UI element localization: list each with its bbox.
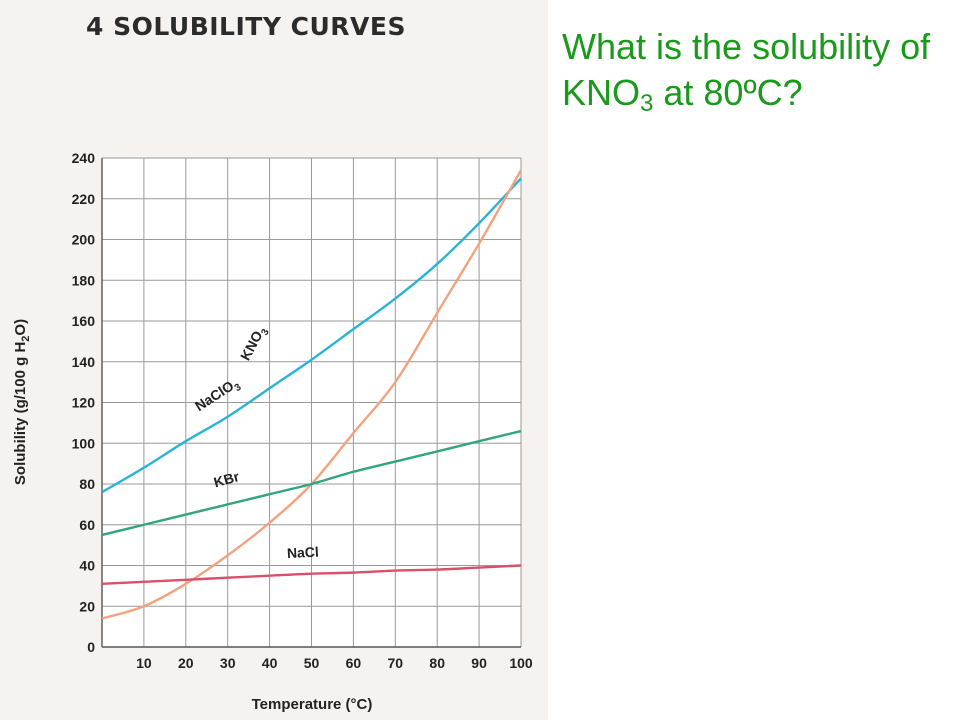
chart-curves — [101, 169, 523, 620]
series-label-text: KBr — [212, 468, 241, 490]
x-tick-label: 90 — [471, 655, 487, 671]
series-label-nacl: NaCl — [287, 544, 320, 562]
y-tick-label: 160 — [72, 313, 96, 329]
series-label-kbr: KBr — [212, 468, 241, 490]
x-axis-label: Temperature (°C) — [252, 696, 373, 713]
chart-grid — [101, 157, 522, 648]
x-tick-label: 70 — [388, 655, 404, 671]
y-axis-label-subscript: 2 — [20, 336, 32, 342]
y-tick-label: 140 — [72, 354, 96, 370]
x-tick-label: 20 — [178, 655, 194, 671]
y-axis-label-part: O) — [12, 319, 29, 336]
y-tick-label: 40 — [79, 558, 95, 574]
series-line-naclo3 — [101, 177, 522, 494]
y-tick-label: 100 — [72, 435, 96, 451]
y-tick-label: 80 — [79, 476, 95, 492]
y-tick-label: 220 — [72, 191, 96, 207]
question-text-part: at 80ºC? — [653, 72, 803, 113]
y-tick-label: 180 — [72, 272, 96, 288]
question-subscript: 3 — [640, 90, 654, 117]
x-tick-label: 30 — [220, 655, 236, 671]
y-axis-label-part: Solubility (g/100 g H — [12, 342, 29, 485]
x-tick-label: 80 — [429, 655, 445, 671]
series-line-kno3 — [101, 169, 523, 620]
series-label-subscript: 3 — [259, 327, 272, 337]
y-tick-label: 200 — [72, 232, 96, 248]
series-line-nacl — [101, 564, 522, 586]
x-tick-label: 10 — [136, 655, 152, 671]
series-line-kbr — [101, 429, 522, 537]
series-label-text: NaCl — [287, 544, 320, 562]
x-tick-label: 40 — [262, 655, 278, 671]
y-tick-label: 0 — [87, 639, 95, 655]
y-axis-label: Solubility (g/100 g H2O) — [12, 319, 32, 485]
y-tick-label: 60 — [79, 517, 95, 533]
x-tick-label: 60 — [346, 655, 362, 671]
x-tick-label: 50 — [304, 655, 320, 671]
question-text: What is the solubility of KNO3 at 80ºC? — [562, 24, 954, 116]
chart-title: 4 SOLUBILITY CURVES — [86, 12, 406, 41]
y-tick-label: 20 — [79, 598, 95, 614]
x-tick-label: 100 — [509, 655, 533, 671]
chart-ticks: 10 20 30 40 50 60 70 80 90 100 0 20 40 60 80 100 120 140 1… — [72, 150, 533, 671]
solubility-chart: 10 20 30 40 50 60 70 80 90 100 0 20 40 60 80 100 120 140 1… — [12, 150, 533, 713]
y-tick-label: 240 — [72, 150, 96, 166]
question-text-part: What is the solubility of KNO — [562, 26, 931, 113]
series-label-subscript: 3 — [233, 382, 244, 394]
y-tick-label: 120 — [72, 395, 96, 411]
